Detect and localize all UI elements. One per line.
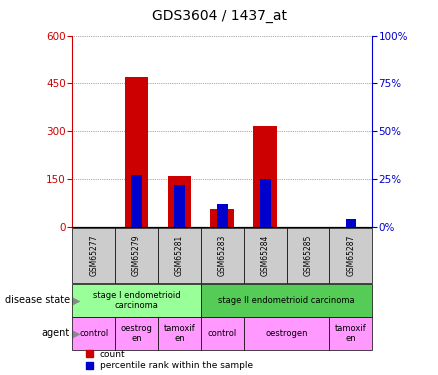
- Bar: [158, 228, 201, 283]
- Bar: [201, 284, 372, 317]
- Text: tamoxif
en: tamoxif en: [163, 324, 195, 343]
- Text: ▶: ▶: [73, 296, 81, 305]
- Bar: [244, 317, 329, 350]
- Text: stage I endometrioid
carcinoma: stage I endometrioid carcinoma: [93, 291, 180, 310]
- Bar: [346, 219, 356, 227]
- Bar: [115, 228, 158, 283]
- Bar: [260, 179, 271, 227]
- Bar: [72, 228, 115, 283]
- Bar: [115, 317, 158, 350]
- Bar: [72, 284, 201, 317]
- Text: stage II endometrioid carcinoma: stage II endometrioid carcinoma: [218, 296, 355, 305]
- Text: GSM65287: GSM65287: [346, 235, 355, 276]
- Bar: [286, 228, 329, 283]
- Text: GSM65277: GSM65277: [89, 235, 98, 276]
- Text: control: control: [208, 329, 237, 338]
- Bar: [329, 317, 372, 350]
- Bar: [158, 317, 201, 350]
- Text: tamoxif
en: tamoxif en: [335, 324, 367, 343]
- Text: agent: agent: [42, 328, 70, 338]
- Bar: [244, 228, 286, 283]
- Bar: [72, 317, 115, 350]
- Text: GSM65279: GSM65279: [132, 235, 141, 276]
- Bar: [131, 175, 142, 227]
- Text: GDS3604 / 1437_at: GDS3604 / 1437_at: [152, 9, 286, 23]
- Text: ▶: ▶: [73, 328, 81, 338]
- Text: control: control: [79, 329, 108, 338]
- Legend: count, percentile rank within the sample: count, percentile rank within the sample: [85, 350, 253, 370]
- Text: oestrogen: oestrogen: [265, 329, 308, 338]
- Bar: [253, 126, 277, 227]
- Text: GSM65284: GSM65284: [261, 235, 270, 276]
- Text: disease state: disease state: [5, 296, 70, 305]
- Bar: [329, 228, 372, 283]
- Text: GSM65285: GSM65285: [304, 235, 312, 276]
- Bar: [217, 204, 228, 227]
- Bar: [174, 185, 185, 227]
- Text: GSM65281: GSM65281: [175, 235, 184, 276]
- Bar: [201, 317, 244, 350]
- Bar: [201, 228, 244, 283]
- Text: oestrog
en: oestrog en: [120, 324, 152, 343]
- Text: GSM65283: GSM65283: [218, 235, 227, 276]
- Bar: [168, 176, 191, 227]
- Bar: [125, 77, 148, 227]
- Bar: [211, 209, 234, 227]
